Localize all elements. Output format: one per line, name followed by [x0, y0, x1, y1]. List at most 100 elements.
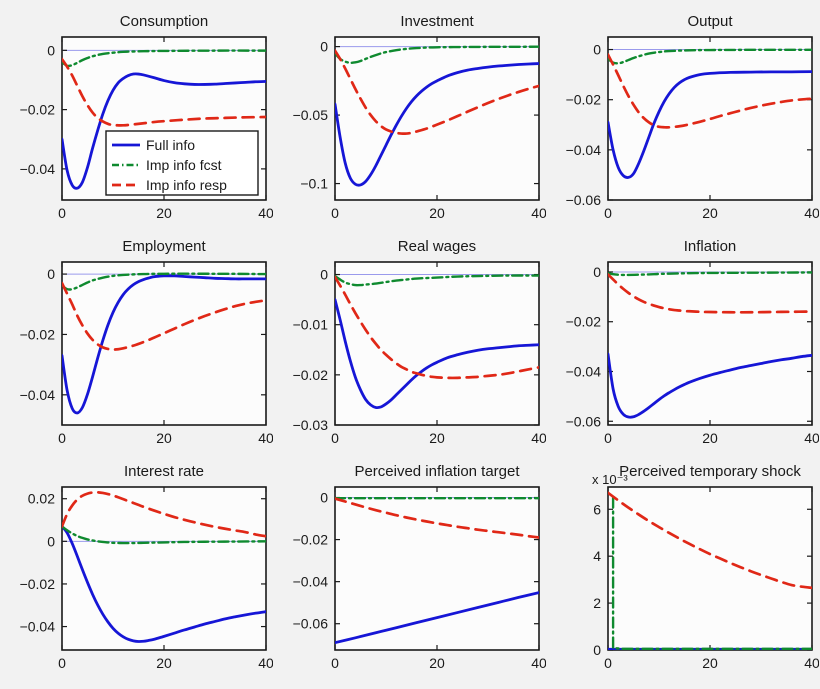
series-fcst	[335, 45, 539, 64]
series-group	[335, 45, 539, 187]
x-tick-label: 40	[258, 205, 273, 221]
y-tick-label: −0.02	[20, 102, 56, 118]
x-tick-label: 20	[156, 430, 172, 446]
subplot-title: Output	[687, 13, 733, 30]
axes: 0 20 40 0 −0.05 −0.1	[293, 37, 546, 221]
series-group	[62, 49, 266, 190]
y-tick-label: 0	[320, 39, 328, 55]
axes: 0 20 40 0.02 0 −0.02 −0.04	[20, 487, 273, 671]
plot-canvas-interest-rate: 0 20 40 0.02 0 −0.02 −0.04	[20, 486, 273, 671]
axes: 0 20 40 0 2 4 6	[593, 487, 819, 671]
y-axis-exponent-label: x 10⁻³	[592, 472, 628, 487]
series-full	[335, 298, 539, 409]
x-tick-label: 40	[804, 655, 819, 671]
series-fcst	[335, 274, 539, 287]
subplot-title: Investment	[400, 13, 474, 30]
plot-canvas-employment: 0 20 40 0 −0.02 −0.04	[20, 261, 273, 446]
y-tick-label: −0.05	[293, 107, 329, 123]
series-full	[608, 70, 812, 179]
series-group	[608, 491, 812, 650]
x-tick-label: 0	[58, 655, 66, 671]
series-resp	[62, 57, 266, 127]
x-tick-label: 40	[804, 430, 819, 446]
subplot-title: Employment	[122, 238, 206, 255]
series-resp	[608, 273, 812, 314]
series-resp	[335, 49, 539, 136]
y-tick-label: 0.02	[28, 491, 55, 507]
y-tick-label: −0.04	[566, 363, 602, 379]
x-tick-label: 40	[258, 430, 273, 446]
y-tick-label: 0	[47, 42, 55, 58]
plot-canvas-investment: 0 20 40 0 −0.05 −0.1	[293, 36, 546, 221]
plot-canvas-consumption: 0 20 40 0 −0.02 −0.04 Full info Imp info fcst Im…	[20, 36, 273, 221]
subplot-employment: Employment 0 20 40 0 −0.02 −0.04	[0, 237, 273, 462]
y-tick-label: −0.06	[566, 413, 602, 429]
subplot-perceived-inflation-target: Perceived inflation target 0 20 40 0 −0.02 −0…	[273, 462, 546, 687]
y-tick-label: −0.02	[20, 576, 56, 592]
series-full	[62, 525, 266, 643]
plot-canvas-inflation: 0 20 40 0 −0.02 −0.04 −0.06	[566, 261, 819, 446]
y-tick-label: −0.02	[20, 326, 56, 342]
series-group	[335, 274, 539, 409]
axes: 0 20 40 0 −0.02 −0.04 −0.06	[293, 487, 546, 671]
y-tick-label: −0.04	[20, 619, 56, 635]
subplot-title: Inflation	[683, 238, 737, 255]
series-resp	[62, 490, 266, 538]
y-tick-label: 0	[593, 642, 601, 658]
series-group	[62, 272, 266, 415]
axes: 0 20 40 0 −0.02 −0.04	[20, 37, 273, 221]
x-tick-label: 40	[531, 430, 546, 446]
x-tick-label: 0	[604, 205, 612, 221]
y-tick-label: −0.02	[566, 314, 602, 330]
x-tick-label: 0	[331, 205, 339, 221]
x-tick-label: 20	[429, 430, 445, 446]
series-fcst	[608, 48, 812, 65]
plot-canvas-output: 0 20 40 0 −0.02 −0.04 −0.06	[566, 36, 819, 221]
y-tick-label: 0	[593, 264, 601, 280]
y-tick-label: 0	[320, 490, 328, 506]
y-tick-label: −0.04	[20, 161, 56, 177]
subplot-consumption: Consumption 0 20 40 0 −0.02 −0.04 Full info Imp…	[0, 12, 273, 237]
y-tick-label: 0	[47, 266, 55, 282]
x-tick-label: 20	[156, 205, 172, 221]
y-tick-label: −0.02	[293, 367, 329, 383]
series-full	[62, 72, 266, 190]
subplot-perceived-temporary-shock: Perceived temporary shock x 10⁻³ 0 20 40 0 2…	[546, 462, 819, 687]
x-tick-label: 20	[429, 655, 445, 671]
series-full	[608, 352, 812, 419]
plot-box	[334, 36, 540, 201]
subplot-investment: Investment 0 20 40 0 −0.05 −0.1	[273, 12, 546, 237]
x-tick-label: 40	[531, 655, 546, 671]
x-tick-label: 20	[702, 430, 718, 446]
y-tick-label: −0.03	[293, 417, 329, 433]
y-tick-label: 0	[320, 267, 328, 283]
y-tick-label: 2	[593, 595, 601, 611]
series-fcst	[62, 272, 266, 291]
series-group	[608, 271, 812, 419]
plot-canvas-real-wages: 0 20 40 0 −0.01 −0.02 −0.03	[293, 261, 546, 446]
x-tick-label: 0	[58, 205, 66, 221]
x-tick-label: 0	[604, 655, 612, 671]
subplot-inflation: Inflation 0 20 40 0 −0.02 −0.04 −0.06	[546, 237, 819, 462]
subplot-title: Consumption	[119, 13, 209, 30]
series-full	[335, 591, 539, 645]
x-tick-label: 20	[702, 655, 718, 671]
y-tick-label: −0.04	[293, 574, 329, 590]
plot-box	[61, 261, 267, 426]
series-resp	[608, 491, 812, 590]
x-tick-label: 0	[331, 655, 339, 671]
plot-box	[334, 486, 540, 651]
x-tick-label: 40	[531, 205, 546, 221]
plot-box	[61, 486, 267, 651]
axes: 0 20 40 0 −0.02 −0.04 −0.06	[566, 262, 819, 446]
series-fcst	[608, 271, 812, 277]
subplot-title: Perceived inflation target	[354, 463, 520, 480]
y-tick-label: −0.1	[300, 176, 328, 192]
plot-box	[607, 486, 813, 651]
series-resp	[608, 53, 812, 129]
x-tick-label: 0	[331, 430, 339, 446]
legend-label: Imp info resp	[146, 177, 227, 193]
series-resp	[335, 497, 539, 539]
y-tick-label: −0.06	[293, 616, 329, 632]
x-tick-label: 0	[604, 430, 612, 446]
